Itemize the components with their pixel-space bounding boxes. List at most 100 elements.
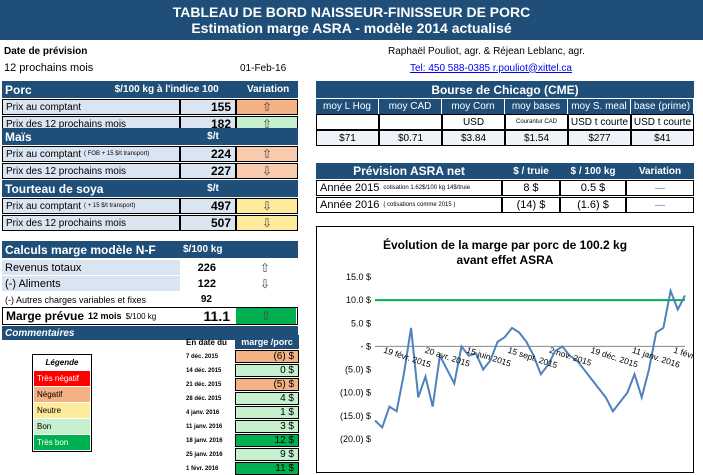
marge-row: Marge prévue 12 mois $/100 kg bbox=[2, 307, 298, 325]
asra-row-label: Année 2016( cotisations comme 2015 ) bbox=[316, 197, 502, 213]
legend-item: Très négatif bbox=[34, 371, 90, 386]
marge-value: 11.1 bbox=[203, 308, 230, 324]
history-marge: 9 $ bbox=[235, 448, 299, 461]
chicago-col-value: $41 bbox=[631, 130, 694, 146]
chicago-col-unit bbox=[379, 114, 442, 130]
asra-100kg: 0.5 $ bbox=[560, 180, 626, 196]
asra-note: cotisation 1.62$/100 kg 14$/truie bbox=[383, 185, 471, 191]
soya-row-label: Prix au comptant( + 15 $/t transport) bbox=[2, 198, 180, 214]
soya-header: Tourteau de soya $/t bbox=[2, 180, 298, 197]
revenus-label: Revenus totaux bbox=[2, 260, 180, 275]
chicago-col-header: moy bases bbox=[505, 99, 568, 114]
dashboard-title: TABLEAU DE BORD NAISSEUR-FINISSEUR DE PO… bbox=[172, 4, 531, 20]
asra-variation: — bbox=[626, 180, 694, 196]
mais-unit: $/t bbox=[207, 131, 219, 142]
asra-variation: — bbox=[626, 197, 694, 213]
row-label-note: ( FOB + 15 $/t transport) bbox=[84, 151, 150, 157]
legend-item: Neutre bbox=[34, 403, 90, 418]
porc-title: Porc bbox=[5, 82, 32, 97]
forecast-date: 01-Feb-16 bbox=[240, 62, 287, 74]
mais-title: Maïs bbox=[5, 129, 32, 144]
margin-series-line bbox=[374, 287, 686, 430]
chicago-col-unit: USD bbox=[442, 114, 505, 130]
legend-item: Bon bbox=[34, 419, 90, 434]
asra-truie: 8 $ bbox=[502, 180, 560, 196]
history-date: 18 janv. 2016 bbox=[186, 437, 223, 444]
history-header-marge: marge /porc bbox=[235, 335, 299, 349]
mais-row-value: 224 bbox=[180, 146, 236, 162]
period-label: 12 prochains mois bbox=[4, 62, 94, 74]
commentaires-label: Commentaires bbox=[5, 327, 75, 339]
soya-unit: $/t bbox=[207, 183, 219, 194]
chicago-col-unit: Courantur CAD bbox=[505, 114, 568, 130]
calc-unit: $/100 kg bbox=[183, 244, 223, 255]
history-date: 7 déc. 2015 bbox=[186, 353, 219, 360]
revenus-up-arrow: ⇧ bbox=[259, 260, 271, 275]
revenus-value: 226 bbox=[197, 261, 216, 274]
history-date: 4 janv. 2016 bbox=[186, 409, 220, 416]
chicago-col-header: moy L Hog bbox=[316, 99, 379, 114]
calc-title: Calculs marge modèle N-F bbox=[5, 242, 156, 257]
row-label-text: Prix au comptant bbox=[6, 148, 82, 160]
chicago-col-value: $0.71 bbox=[379, 130, 442, 146]
chicago-col-value: $1.54 bbox=[505, 130, 568, 146]
y-tick-label: (20.0) $ bbox=[340, 434, 371, 444]
y-tick-label: 15.0 $ bbox=[346, 272, 371, 282]
chicago-col-header: moy CAD bbox=[379, 99, 442, 114]
soya-row-value: 507 bbox=[180, 215, 236, 231]
contact-link[interactable]: Tel: 450 588-0385 r.pouliot@xittel.ca bbox=[410, 62, 572, 74]
porc-row-value: 155 bbox=[180, 99, 236, 115]
row-label-text: Prix des 12 prochains mois bbox=[6, 118, 127, 130]
mais-row-label: Prix des 12 prochains mois bbox=[2, 163, 180, 179]
asra-header-100kg: $ / 100 kg bbox=[560, 163, 626, 179]
autres-label: (-) Autres charges variables et fixes bbox=[5, 294, 147, 305]
soya-title: Tourteau de soya bbox=[5, 181, 104, 196]
mais-row-value: 227 bbox=[180, 163, 236, 179]
soya-row-label: Prix des 12 prochains mois bbox=[2, 215, 180, 231]
x-tick-label: 20 avr. 2015 bbox=[424, 345, 472, 369]
history-header-date: En date du bbox=[186, 337, 227, 347]
mais-header: Maïs $/t bbox=[2, 128, 298, 145]
history-date: 28 déc. 2015 bbox=[186, 395, 222, 402]
margin-chart-panel: Évolution de la marge par porc de 100.2 … bbox=[316, 226, 703, 473]
y-tick-label: 10.0 $ bbox=[346, 295, 371, 305]
aliments-down-arrow: ⇩ bbox=[259, 276, 271, 291]
row-label-text: Prix au comptant bbox=[6, 200, 82, 212]
porc-row-label: Prix au comptant bbox=[2, 99, 180, 115]
margin-line-chart: Évolution de la marge par porc de 100.2 … bbox=[340, 237, 703, 444]
authors: Raphaël Pouliot, agr. & Réjean Leblanc, … bbox=[388, 45, 585, 57]
history-marge: 3 $ bbox=[235, 420, 299, 433]
row-label-note: ( + 15 $/t transport) bbox=[84, 203, 136, 209]
history-date: 21 déc. 2015 bbox=[186, 381, 222, 388]
chicago-col-header: moy S. meal bbox=[568, 99, 631, 114]
row-label-text: Prix au comptant bbox=[6, 101, 82, 113]
chicago-col-header: moy Corn bbox=[442, 99, 505, 114]
history-marge: 12 $ bbox=[235, 434, 299, 447]
chicago-col-value: $277 bbox=[568, 130, 631, 146]
dashboard-subtitle: Estimation marge ASRA - modèle 2014 actu… bbox=[191, 20, 512, 36]
dashboard-title-bar: TABLEAU DE BORD NAISSEUR-FINISSEUR DE PO… bbox=[0, 0, 703, 40]
history-marge: 0 $ bbox=[235, 364, 299, 377]
aliments-label: (-) Aliments bbox=[2, 276, 180, 291]
y-tick-label: (10.0) $ bbox=[340, 388, 371, 398]
y-tick-label: 5.0 $ bbox=[351, 318, 371, 328]
history-date: 25 janv. 2016 bbox=[186, 451, 223, 458]
date-label: Date de prévision bbox=[4, 45, 88, 57]
history-marge: (6) $ bbox=[235, 350, 299, 363]
asra-row-label: Année 2015 cotisation 1.62$/100 kg 14$/tr… bbox=[316, 180, 502, 196]
chicago-col-unit: USD t courte bbox=[631, 114, 694, 130]
chicago-col-unit bbox=[316, 114, 379, 130]
x-tick-label: 15 juin 2015 bbox=[465, 345, 512, 369]
history-marge: 1 $ bbox=[235, 406, 299, 419]
soya-variation-arrow: ⇩ bbox=[236, 198, 298, 214]
chart-title-line1: Évolution de la marge par porc de 100.2 … bbox=[383, 237, 627, 252]
history-marge: 11 $ bbox=[235, 462, 299, 475]
y-tick-label: (15.0) $ bbox=[340, 411, 371, 421]
chicago-header: Bourse de Chicago (CME) bbox=[316, 81, 694, 98]
mais-variation-arrow: ⇧ bbox=[236, 146, 298, 162]
autres-value: 92 bbox=[200, 294, 212, 305]
chicago-col-value: $71 bbox=[316, 130, 379, 146]
row-label-text: Prix des 12 prochains mois bbox=[6, 165, 127, 177]
y-tick-label: (5.0) $ bbox=[345, 365, 371, 375]
marge-up-arrow: ⇧ bbox=[236, 308, 296, 324]
